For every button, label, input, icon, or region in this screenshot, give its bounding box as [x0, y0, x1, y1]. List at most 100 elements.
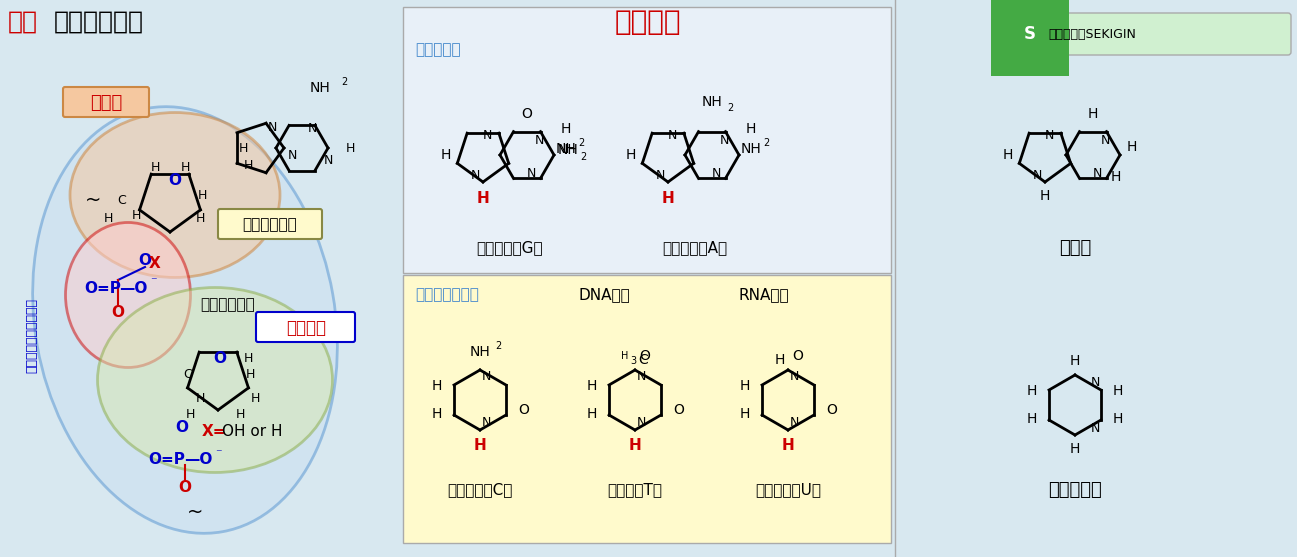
Text: H: H — [250, 392, 259, 404]
Text: DNAのみ: DNAのみ — [578, 287, 630, 302]
FancyBboxPatch shape — [1016, 13, 1291, 55]
Text: H: H — [432, 407, 442, 421]
Text: 2: 2 — [763, 138, 769, 148]
Text: ヌクレオシド: ヌクレオシド — [201, 297, 256, 312]
Text: N: N — [481, 417, 490, 429]
Text: ⁻: ⁻ — [215, 447, 222, 461]
Text: H: H — [473, 438, 486, 453]
Text: 核酸塩基: 核酸塩基 — [615, 8, 681, 36]
Ellipse shape — [97, 287, 332, 472]
Text: N: N — [711, 167, 721, 179]
Text: NH: NH — [741, 142, 761, 156]
Text: N: N — [1091, 422, 1100, 434]
Text: C: C — [638, 353, 648, 367]
FancyBboxPatch shape — [218, 209, 322, 239]
Text: X=: X= — [202, 424, 226, 439]
Text: 技術情報館SEKIGIN: 技術情報館SEKIGIN — [1048, 27, 1136, 41]
Text: H: H — [476, 190, 489, 206]
Text: O: O — [112, 305, 125, 320]
Text: H: H — [244, 159, 253, 172]
Text: ~: ~ — [84, 190, 101, 209]
Text: ⁻: ⁻ — [150, 276, 157, 289]
FancyBboxPatch shape — [256, 312, 355, 342]
Text: チミン（T）: チミン（T） — [607, 482, 663, 497]
Text: ウラシル（U）: ウラシル（U） — [755, 482, 821, 497]
Text: O: O — [175, 421, 188, 436]
Text: O: O — [639, 349, 650, 363]
Text: N: N — [655, 169, 664, 182]
Text: O: O — [169, 173, 182, 188]
Text: 2: 2 — [578, 138, 584, 148]
Text: O: O — [826, 403, 838, 417]
Text: O=P: O=P — [84, 281, 122, 296]
Text: の化学的特徴: の化学的特徴 — [54, 10, 144, 34]
Text: ~: ~ — [187, 502, 204, 521]
Text: O: O — [214, 350, 227, 365]
Text: N: N — [720, 134, 729, 146]
Text: 3: 3 — [630, 356, 636, 366]
Text: 2: 2 — [580, 152, 586, 162]
Text: H: H — [1127, 140, 1137, 154]
Text: H: H — [626, 148, 637, 162]
Text: H: H — [185, 408, 195, 422]
Text: H: H — [739, 379, 750, 393]
Ellipse shape — [70, 113, 280, 277]
Text: C: C — [118, 193, 126, 207]
Text: X: X — [149, 256, 161, 271]
Text: ホスホジエステル結合: ホスホジエステル結合 — [26, 297, 39, 373]
Text: 五炭糖: 五炭糖 — [89, 94, 122, 112]
Text: O: O — [673, 403, 685, 417]
Text: NH: NH — [310, 81, 331, 95]
Text: H: H — [1070, 354, 1080, 368]
FancyBboxPatch shape — [64, 87, 149, 117]
Text: H: H — [739, 407, 750, 421]
Text: H: H — [586, 407, 597, 421]
Text: N: N — [637, 370, 646, 384]
Text: H: H — [1088, 107, 1099, 121]
Text: O: O — [792, 349, 803, 363]
Text: H: H — [104, 212, 113, 224]
Text: H: H — [1027, 384, 1038, 398]
Text: H: H — [345, 141, 354, 154]
Text: H: H — [196, 212, 205, 224]
Text: ヌクレオチド: ヌクレオチド — [243, 217, 297, 232]
Text: O: O — [521, 107, 533, 121]
Text: 2: 2 — [341, 77, 348, 87]
Text: H: H — [432, 379, 442, 393]
Text: N: N — [481, 370, 490, 384]
Text: N: N — [1100, 134, 1110, 146]
Text: H: H — [1113, 412, 1123, 426]
Text: O: O — [139, 252, 152, 267]
Text: N: N — [1092, 167, 1101, 179]
Text: H: H — [244, 351, 253, 364]
Text: N: N — [288, 149, 297, 162]
Text: H: H — [746, 122, 756, 136]
Text: N: N — [534, 134, 543, 146]
Text: H: H — [1003, 148, 1013, 162]
Text: H: H — [441, 148, 451, 162]
Text: 核酸: 核酸 — [8, 10, 38, 34]
Text: H: H — [782, 438, 794, 453]
Text: H: H — [774, 353, 785, 367]
Text: O: O — [519, 403, 529, 417]
Text: H: H — [661, 190, 674, 206]
Text: OH or H: OH or H — [222, 424, 283, 439]
Text: N: N — [1091, 375, 1100, 388]
Text: N: N — [637, 417, 646, 429]
Text: NH: NH — [558, 143, 578, 157]
Text: N: N — [1044, 129, 1053, 141]
Text: NH: NH — [702, 95, 722, 109]
Text: H: H — [1040, 189, 1051, 203]
Text: H: H — [621, 351, 629, 361]
Text: N: N — [267, 120, 276, 134]
Text: H: H — [586, 379, 597, 393]
Text: アデニン（A）: アデニン（A） — [663, 241, 728, 256]
Text: N: N — [482, 129, 492, 141]
Ellipse shape — [66, 222, 191, 368]
Text: N: N — [790, 417, 799, 429]
Text: H: H — [131, 208, 140, 222]
Text: 2: 2 — [726, 103, 733, 113]
Text: H: H — [197, 188, 206, 202]
Text: H: H — [239, 141, 248, 154]
Text: ピリミジン: ピリミジン — [1048, 481, 1102, 499]
